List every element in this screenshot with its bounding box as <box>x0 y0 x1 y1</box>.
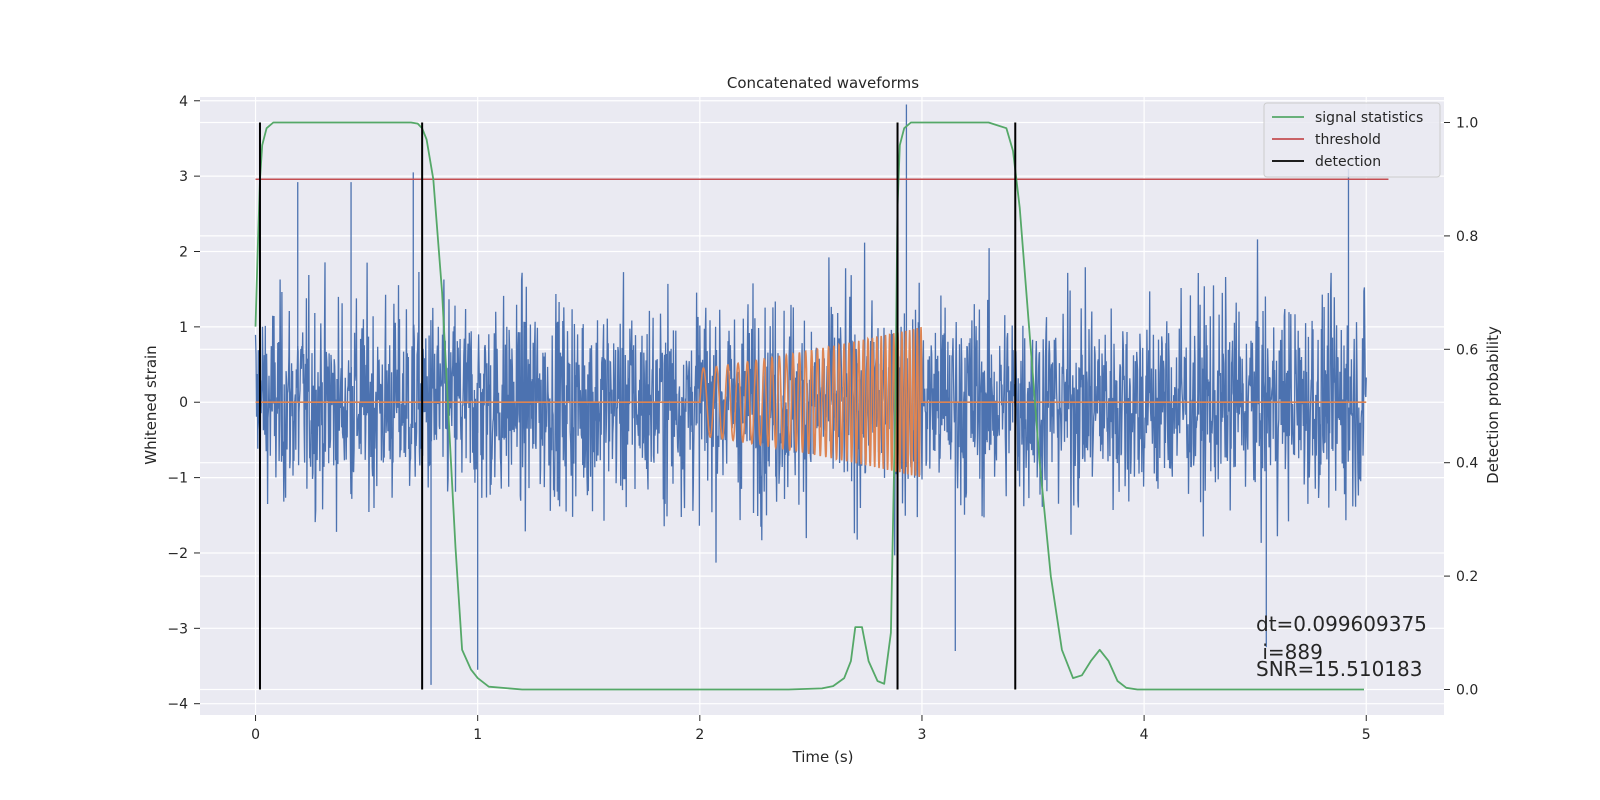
y-tick-label-8: 4 <box>179 94 188 110</box>
axes-ticks: 0 1 2 3 4 5 −4 −3 −2 −1 0 1 2 3 4 0.0 0.2 0.4 0.6 0.8 1.0 <box>167 94 1478 743</box>
series-signal-statistics <box>254 121 1364 691</box>
x-tick-label-3: 3 <box>918 727 927 743</box>
x-tick-label-0: 0 <box>251 727 260 743</box>
y-axis-label: Whitened strain <box>142 345 160 464</box>
x-tick-label-1: 1 <box>473 727 482 743</box>
series-whitened-strain <box>254 239 1367 563</box>
y-right-tick-label-3: 0.6 <box>1456 342 1478 358</box>
y-right-tick-label-0: 0.0 <box>1456 682 1478 698</box>
x-tick-label-2: 2 <box>695 727 704 743</box>
y-tick-label-5: 1 <box>179 320 188 336</box>
legend-box <box>1263 102 1441 178</box>
series-template-chirp <box>255 327 1367 478</box>
chart-title: Concatenated waveforms <box>727 74 919 92</box>
y-tick-label-3: −1 <box>167 471 188 487</box>
y-right-tick-label-4: 0.8 <box>1456 229 1478 245</box>
y-tick-label-6: 2 <box>179 245 188 261</box>
annotations: dt=0.099609375 i=889 SNR=15.510183 <box>1256 612 1427 681</box>
legend-label-detection: detection <box>1315 154 1381 170</box>
y-tick-label-4: 0 <box>179 395 188 411</box>
plot-content <box>254 104 1389 691</box>
annotation-dt: dt=0.099609375 <box>1256 612 1427 636</box>
y-right-tick-label-5: 1.0 <box>1456 116 1478 132</box>
x-tick-label-5: 5 <box>1362 727 1371 743</box>
annotation-snr: SNR=15.510183 <box>1256 657 1422 681</box>
legend-label-threshold: threshold <box>1315 132 1381 148</box>
y-tick-label-0: −4 <box>167 697 188 713</box>
x-axis-label: Time (s) <box>792 748 854 766</box>
y-tick-label-2: −2 <box>167 546 188 562</box>
y-tick-label-1: −3 <box>167 621 188 637</box>
y-tick-label-7: 3 <box>179 169 188 185</box>
x-tick-label-4: 4 <box>1140 727 1149 743</box>
legend-label-signal-statistics: signal statistics <box>1315 110 1423 126</box>
y-right-tick-label-1: 0.2 <box>1456 569 1478 585</box>
annotation-i: i=889 <box>1256 640 1323 664</box>
legend: signal statistics threshold detection <box>1263 102 1441 178</box>
y-axis-right-label: Detection probability <box>1484 326 1502 484</box>
y-right-tick-label-2: 0.4 <box>1456 456 1478 472</box>
